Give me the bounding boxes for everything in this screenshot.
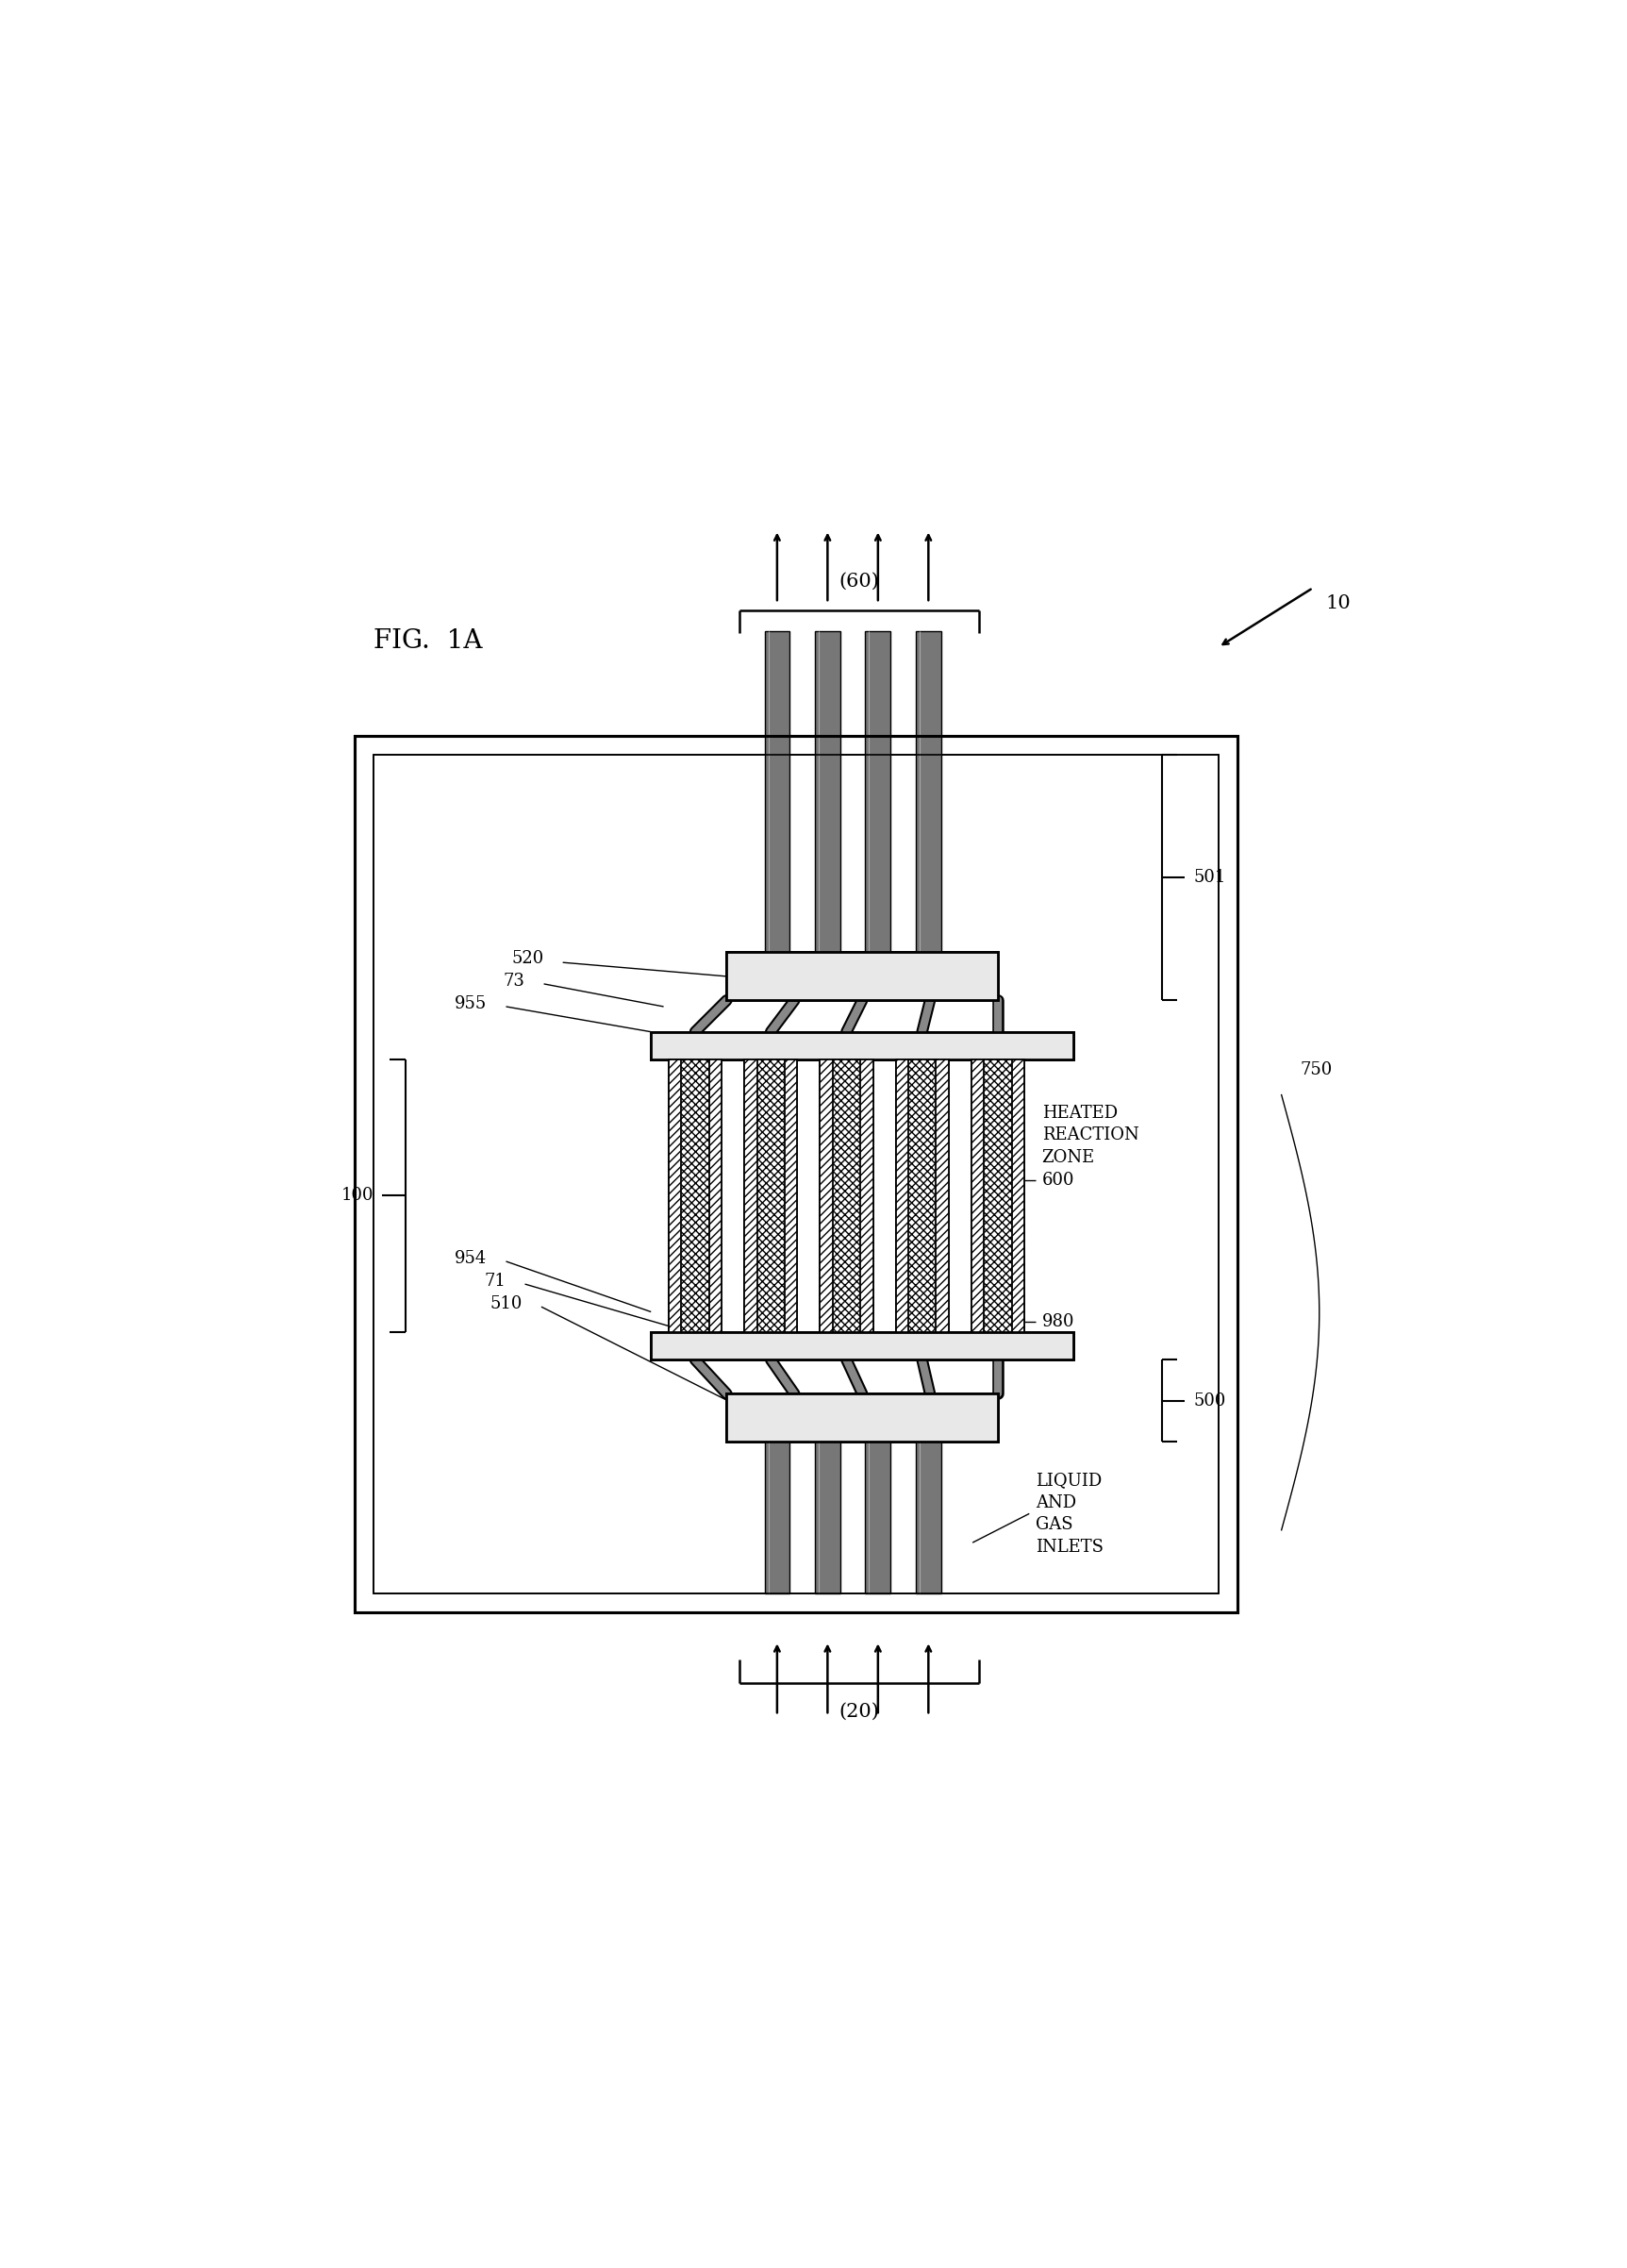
Bar — [916, 631, 940, 953]
Text: 501: 501 — [1193, 869, 1225, 887]
Bar — [866, 1442, 890, 1592]
Bar — [908, 1059, 936, 1331]
Text: 955: 955 — [456, 996, 486, 1012]
Bar — [984, 1059, 1012, 1331]
Bar — [651, 1331, 1074, 1361]
Bar — [757, 1059, 784, 1331]
Bar — [820, 1059, 874, 1331]
Bar — [651, 1331, 1074, 1361]
Bar — [727, 1395, 997, 1442]
Text: 500: 500 — [1193, 1393, 1225, 1408]
Bar — [815, 1442, 840, 1592]
Text: 510: 510 — [490, 1295, 522, 1313]
Bar — [682, 1059, 709, 1331]
Text: 71: 71 — [485, 1272, 506, 1290]
Bar — [744, 1059, 797, 1331]
Bar — [866, 631, 890, 953]
Text: 980: 980 — [1041, 1313, 1074, 1331]
Bar — [895, 1059, 949, 1331]
Bar — [815, 631, 840, 953]
Bar — [682, 1059, 709, 1331]
Bar — [669, 1059, 722, 1331]
Bar — [820, 1059, 874, 1331]
Bar — [355, 735, 1237, 1613]
Bar — [355, 735, 1237, 1613]
Bar — [651, 1032, 1074, 1059]
Text: (20): (20) — [840, 1703, 879, 1721]
Bar — [669, 1059, 722, 1331]
Bar — [727, 953, 997, 1000]
Bar — [833, 1059, 861, 1331]
Text: 954: 954 — [456, 1250, 486, 1268]
Text: (60): (60) — [840, 572, 879, 590]
Text: 73: 73 — [503, 973, 526, 989]
Text: 10: 10 — [1326, 594, 1350, 612]
Text: FIG.  1A: FIG. 1A — [374, 628, 483, 653]
Text: 100: 100 — [342, 1188, 374, 1204]
Bar — [374, 755, 1219, 1592]
Bar — [984, 1059, 1012, 1331]
Bar — [757, 1059, 784, 1331]
Text: 520: 520 — [511, 950, 543, 966]
Bar — [374, 755, 1219, 1592]
Bar — [765, 631, 789, 953]
Text: 600: 600 — [1041, 1173, 1074, 1188]
Bar — [971, 1059, 1025, 1331]
Bar — [765, 1442, 789, 1592]
Bar — [651, 1032, 1074, 1059]
Bar — [908, 1059, 936, 1331]
Bar — [916, 1442, 940, 1592]
Bar — [727, 1395, 997, 1442]
Bar — [971, 1059, 1025, 1331]
Bar — [727, 953, 997, 1000]
Bar — [895, 1059, 949, 1331]
Text: 750: 750 — [1300, 1061, 1333, 1077]
Bar — [833, 1059, 861, 1331]
Text: HEATED
REACTION
ZONE: HEATED REACTION ZONE — [1041, 1105, 1139, 1166]
Bar — [744, 1059, 797, 1331]
Text: LIQUID
AND
GAS
INLETS: LIQUID AND GAS INLETS — [1036, 1472, 1103, 1556]
